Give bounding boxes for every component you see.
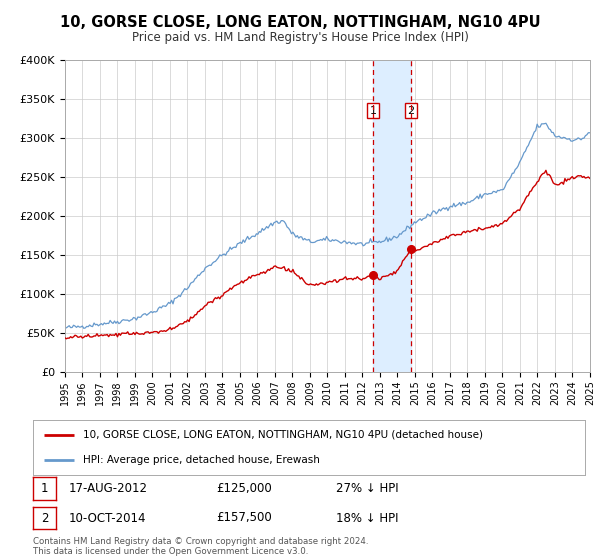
Text: 2: 2 (407, 106, 415, 116)
Text: £157,500: £157,500 (216, 511, 272, 525)
Text: 27% ↓ HPI: 27% ↓ HPI (336, 482, 398, 495)
Text: HPI: Average price, detached house, Erewash: HPI: Average price, detached house, Erew… (83, 455, 320, 465)
Text: £125,000: £125,000 (216, 482, 272, 495)
Text: Contains HM Land Registry data © Crown copyright and database right 2024.: Contains HM Land Registry data © Crown c… (33, 537, 368, 546)
Text: Price paid vs. HM Land Registry's House Price Index (HPI): Price paid vs. HM Land Registry's House … (131, 31, 469, 44)
Text: 1: 1 (41, 482, 48, 495)
Text: This data is licensed under the Open Government Licence v3.0.: This data is licensed under the Open Gov… (33, 547, 308, 556)
Bar (373, 60, 411, 372)
Text: 1: 1 (370, 106, 377, 116)
Text: 10-OCT-2014: 10-OCT-2014 (69, 511, 146, 525)
Text: 17-AUG-2012: 17-AUG-2012 (69, 482, 148, 495)
Text: 18% ↓ HPI: 18% ↓ HPI (336, 511, 398, 525)
Text: 10, GORSE CLOSE, LONG EATON, NOTTINGHAM, NG10 4PU: 10, GORSE CLOSE, LONG EATON, NOTTINGHAM,… (59, 15, 541, 30)
Text: 2: 2 (41, 511, 48, 525)
Text: 10, GORSE CLOSE, LONG EATON, NOTTINGHAM, NG10 4PU (detached house): 10, GORSE CLOSE, LONG EATON, NOTTINGHAM,… (83, 430, 482, 440)
